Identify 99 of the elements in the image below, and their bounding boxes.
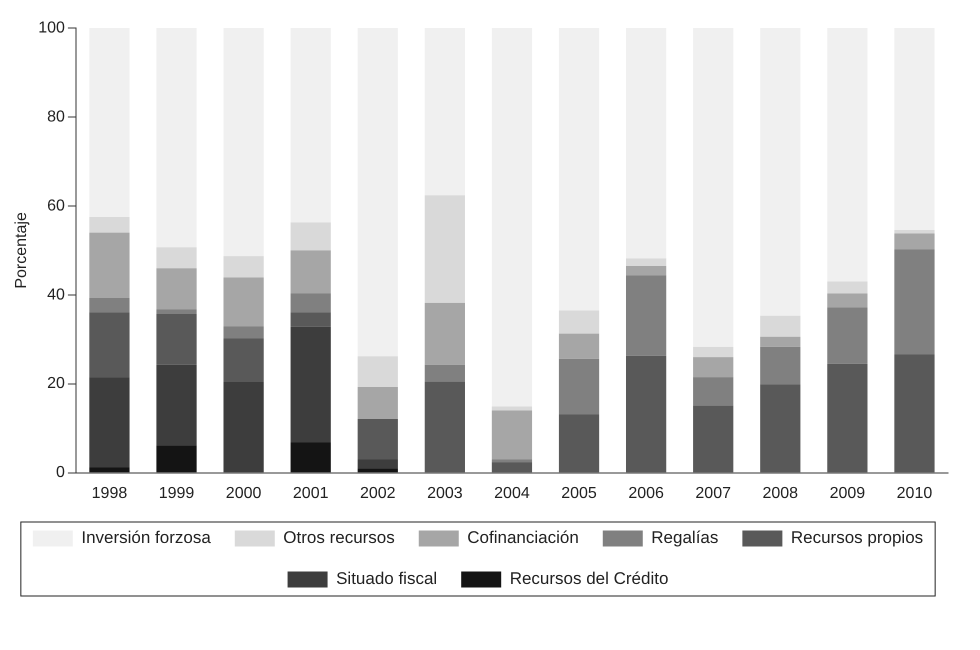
bar <box>89 28 130 218</box>
bar <box>290 294 331 312</box>
bar <box>894 28 935 230</box>
bar <box>492 410 532 460</box>
bar <box>827 28 868 282</box>
bar <box>358 468 398 472</box>
bar <box>558 358 600 415</box>
bar <box>424 28 465 196</box>
bar <box>223 28 264 256</box>
bar <box>558 28 600 310</box>
bar <box>89 312 130 378</box>
bar <box>290 250 331 294</box>
bar <box>89 467 130 472</box>
y-tick-label: 20 <box>47 375 65 392</box>
x-tick-label: 2009 <box>830 484 866 502</box>
bar <box>894 250 935 354</box>
bar <box>492 406 532 411</box>
bar <box>358 28 398 356</box>
bar <box>827 282 868 294</box>
bar <box>626 266 666 276</box>
legend-label: Inversión forzosa <box>81 528 212 548</box>
bar <box>626 28 666 258</box>
bar <box>290 326 331 443</box>
bar <box>693 406 734 472</box>
x-tick-label: 2005 <box>561 484 597 502</box>
x-tick-label: 2008 <box>762 484 798 502</box>
bar <box>558 310 600 334</box>
bar <box>156 314 197 365</box>
bar <box>358 459 398 468</box>
bar <box>424 302 465 365</box>
bar <box>760 316 800 337</box>
bar <box>827 364 868 472</box>
y-tick-label: 80 <box>47 108 65 126</box>
bar <box>223 338 264 382</box>
x-tick-label: 2003 <box>427 484 463 502</box>
legend-label: Recursos propios <box>790 528 924 548</box>
bar <box>894 234 935 250</box>
bar <box>760 384 800 472</box>
bar <box>156 310 197 314</box>
x-tick-label: 2006 <box>628 484 664 502</box>
bar <box>89 232 130 298</box>
bar <box>693 357 734 378</box>
bar <box>290 442 331 472</box>
bar <box>626 258 666 266</box>
x-tick-label: 2000 <box>226 484 262 502</box>
bar <box>358 356 398 387</box>
y-axis-title: Porcentaje <box>13 212 30 289</box>
x-tick-label: 1998 <box>92 484 128 502</box>
bar <box>827 307 868 364</box>
y-tick-label: 40 <box>47 286 65 304</box>
bar <box>89 217 130 233</box>
legend-label: Recursos del Crédito <box>510 569 668 588</box>
bar <box>424 195 465 303</box>
bar <box>894 354 935 472</box>
bar <box>223 256 264 278</box>
bar <box>89 298 130 312</box>
bar <box>358 386 398 419</box>
x-tick-label: 1999 <box>158 484 194 502</box>
bar <box>558 414 600 472</box>
bar <box>156 247 197 268</box>
x-tick-label: 2001 <box>292 484 329 502</box>
bar <box>290 312 331 327</box>
x-tick-label: 2004 <box>494 484 530 502</box>
bar <box>760 336 800 347</box>
bar <box>156 28 197 248</box>
bar <box>223 326 264 338</box>
bar <box>492 28 532 407</box>
bar <box>156 445 197 472</box>
x-tick-label: 2010 <box>896 484 932 502</box>
y-tick-label: 60 <box>47 197 65 214</box>
bar <box>424 382 465 472</box>
x-tick-label: 2002 <box>360 484 396 502</box>
bar <box>693 28 734 347</box>
bar <box>424 364 465 382</box>
bar <box>156 268 197 310</box>
y-tick-label: 0 <box>56 464 65 482</box>
bar <box>290 28 331 222</box>
bar <box>626 356 666 472</box>
bar <box>492 462 532 472</box>
bar <box>89 377 130 468</box>
bar <box>358 418 398 460</box>
bar <box>760 346 800 384</box>
legend-label: Cofinanciación <box>467 528 579 548</box>
bar <box>827 294 868 308</box>
bar <box>760 28 800 316</box>
x-tick-label: 2007 <box>695 484 732 502</box>
bar <box>156 364 197 446</box>
y-tick-label: 100 <box>38 19 65 36</box>
bar <box>290 222 331 250</box>
bar <box>492 459 532 462</box>
bar <box>558 334 600 359</box>
bar <box>626 275 666 356</box>
legend-label: Otros recursos <box>283 528 395 548</box>
bar <box>693 377 734 406</box>
legend-label: Regalías <box>651 528 718 548</box>
bar <box>223 278 264 326</box>
legend-label: Situado fiscal <box>336 569 438 588</box>
bar <box>894 230 935 234</box>
bar <box>693 346 734 358</box>
